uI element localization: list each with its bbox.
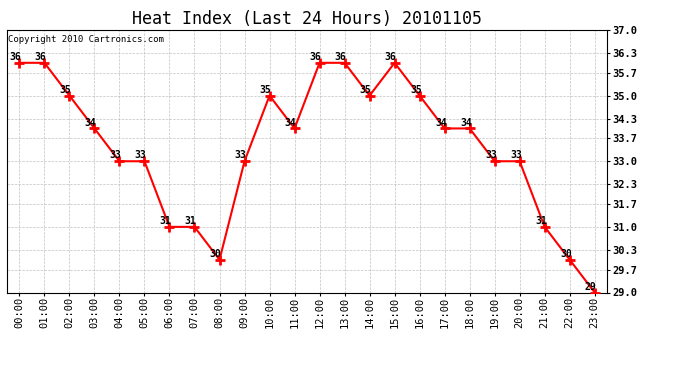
Text: 33: 33	[485, 150, 497, 160]
Text: 30: 30	[210, 249, 221, 259]
Text: 33: 33	[510, 150, 522, 160]
Text: 36: 36	[335, 52, 346, 62]
Text: 36: 36	[34, 52, 46, 62]
Text: 35: 35	[360, 85, 372, 95]
Text: 34: 34	[285, 118, 297, 128]
Text: Copyright 2010 Cartronics.com: Copyright 2010 Cartronics.com	[8, 35, 164, 44]
Text: 34: 34	[460, 118, 472, 128]
Text: 31: 31	[160, 216, 172, 226]
Text: 29: 29	[585, 282, 597, 292]
Text: 36: 36	[10, 52, 21, 62]
Text: 36: 36	[310, 52, 322, 62]
Text: 35: 35	[260, 85, 272, 95]
Title: Heat Index (Last 24 Hours) 20101105: Heat Index (Last 24 Hours) 20101105	[132, 10, 482, 28]
Text: 31: 31	[185, 216, 197, 226]
Text: 31: 31	[535, 216, 546, 226]
Text: 35: 35	[60, 85, 72, 95]
Text: 34: 34	[85, 118, 97, 128]
Text: 35: 35	[410, 85, 422, 95]
Text: 30: 30	[560, 249, 572, 259]
Text: 33: 33	[110, 150, 121, 160]
Text: 34: 34	[435, 118, 446, 128]
Text: 33: 33	[135, 150, 146, 160]
Text: 33: 33	[235, 150, 246, 160]
Text: 36: 36	[385, 52, 397, 62]
